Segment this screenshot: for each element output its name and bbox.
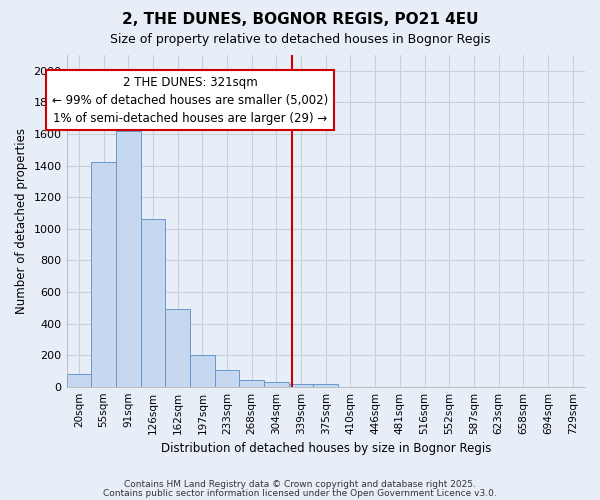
Bar — [239, 380, 264, 386]
Text: 2, THE DUNES, BOGNOR REGIS, PO21 4EU: 2, THE DUNES, BOGNOR REGIS, PO21 4EU — [122, 12, 478, 28]
Y-axis label: Number of detached properties: Number of detached properties — [15, 128, 28, 314]
X-axis label: Distribution of detached houses by size in Bognor Regis: Distribution of detached houses by size … — [161, 442, 491, 455]
Bar — [190, 355, 215, 386]
Bar — [313, 384, 338, 386]
Text: Size of property relative to detached houses in Bognor Regis: Size of property relative to detached ho… — [110, 32, 490, 46]
Bar — [289, 384, 313, 386]
Text: 2 THE DUNES: 321sqm
← 99% of detached houses are smaller (5,002)
1% of semi-deta: 2 THE DUNES: 321sqm ← 99% of detached ho… — [52, 76, 328, 124]
Bar — [264, 382, 289, 386]
Text: Contains public sector information licensed under the Open Government Licence v3: Contains public sector information licen… — [103, 488, 497, 498]
Bar — [140, 220, 165, 386]
Bar — [91, 162, 116, 386]
Bar — [67, 374, 91, 386]
Text: Contains HM Land Registry data © Crown copyright and database right 2025.: Contains HM Land Registry data © Crown c… — [124, 480, 476, 489]
Bar — [215, 370, 239, 386]
Bar — [165, 310, 190, 386]
Bar — [116, 131, 140, 386]
